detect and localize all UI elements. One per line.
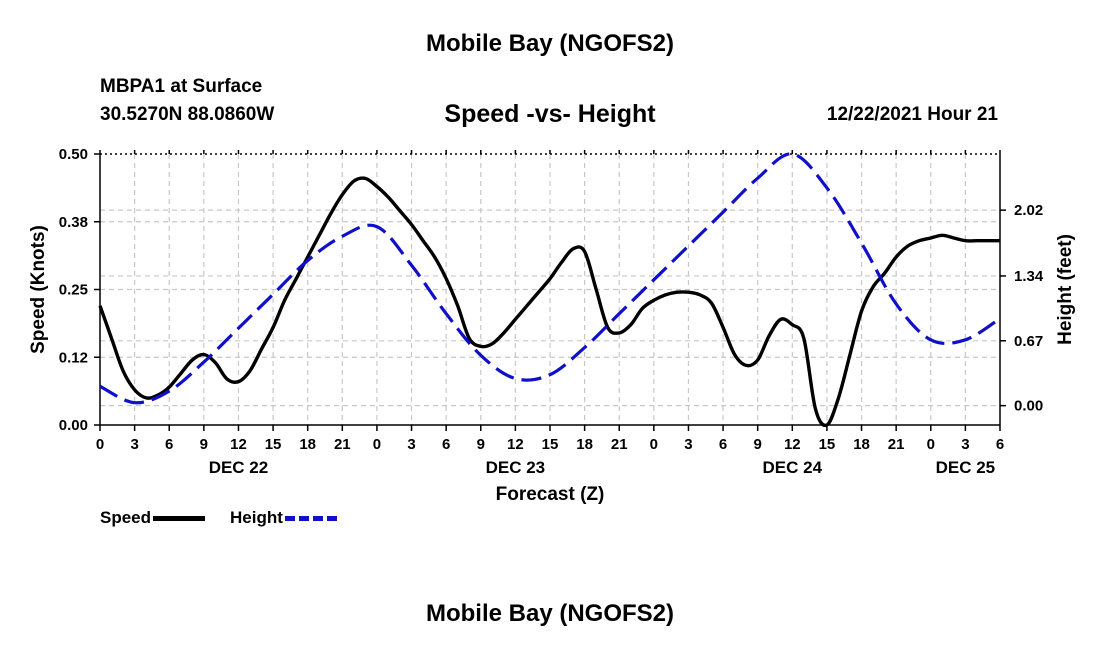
x-tick-label: 3 (407, 436, 415, 453)
forecast-datetime: 12/22/2021 Hour 21 (826, 104, 998, 125)
x-tick-label: 21 (334, 436, 351, 453)
x-tick-label: 6 (996, 436, 1004, 453)
station-coordinates: 30.5270N 88.0860W (100, 104, 275, 125)
x-tick-label: 9 (754, 436, 762, 453)
x-tick-label: 12 (230, 436, 247, 453)
legend-speed-swatch (153, 515, 206, 521)
speed-series-line (98, 176, 1000, 428)
y-tick-label: 0.00 (59, 417, 88, 434)
y2-tick-label: 2.02 (1014, 202, 1043, 219)
date-label: DEC 24 (763, 458, 823, 477)
date-label: DEC 25 (936, 458, 996, 477)
x-tick-label: 3 (130, 436, 138, 453)
x-tick-label: 12 (784, 436, 801, 453)
x-tick-label: 0 (650, 436, 658, 453)
x-tick-label: 15 (819, 436, 836, 453)
x-tick-label: 9 (200, 436, 208, 453)
y2-tick-label: 1.34 (1014, 268, 1044, 285)
x-tick-label: 21 (888, 436, 905, 453)
legend-height-swatch (284, 515, 337, 521)
legend-speed-label: Speed (100, 508, 152, 527)
x-tick-label: 6 (165, 436, 173, 453)
x-axis-label: Forecast (Z) (496, 484, 605, 505)
x-tick-label: 18 (299, 436, 316, 453)
date-label: DEC 23 (486, 458, 546, 477)
chart-main-title: Mobile Bay (NGOFS2) (425, 30, 675, 57)
x-tick-label: 15 (542, 436, 559, 453)
x-tick-label: 15 (265, 436, 282, 453)
y2-axis-label: Height (feet) (1055, 234, 1076, 345)
x-tick-label: 3 (684, 436, 692, 453)
x-tick-label: 0 (373, 436, 381, 453)
x-tick-label: 18 (853, 436, 870, 453)
legend-height-label: Height (230, 508, 283, 527)
y-tick-label: 0.25 (59, 282, 88, 299)
x-tick-label: 6 (719, 436, 727, 453)
height-series-line (99, 152, 1001, 405)
x-tick-label: 9 (477, 436, 485, 453)
y2-tick-label: 0.67 (1014, 333, 1043, 350)
y-tick-label: 0.50 (59, 146, 88, 163)
x-tick-label: 0 (96, 436, 104, 453)
bottom-chart-title: Mobile Bay (NGOFS2) (425, 600, 675, 627)
y2-tick-label: 0.00 (1014, 398, 1043, 415)
y-axis-label: Speed (Knots) (28, 225, 49, 354)
station-name: MBPA1 at Surface (100, 76, 263, 97)
x-tick-label: 18 (576, 436, 593, 453)
y-tick-label: 0.12 (59, 349, 88, 366)
x-tick-label: 12 (507, 436, 524, 453)
x-tick-label: 3 (961, 436, 969, 453)
chart-subtitle: Speed -vs- Height (444, 100, 656, 128)
legend-height: Height (230, 508, 337, 528)
y-tick-label: 0.38 (59, 214, 88, 231)
date-label: DEC 22 (209, 458, 269, 477)
legend-speed: Speed (100, 508, 206, 528)
x-tick-label: 0 (927, 436, 935, 453)
x-tick-label: 21 (611, 436, 628, 453)
x-tick-label: 6 (442, 436, 450, 453)
